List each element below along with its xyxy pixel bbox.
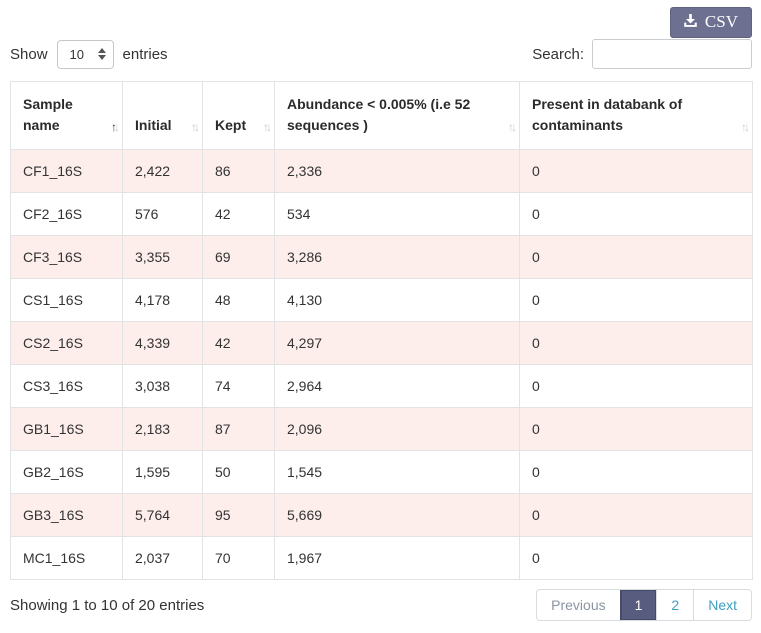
cell: 3,038 (122, 364, 203, 408)
length-menu: Show 10 entries (10, 39, 168, 69)
table-row: CF2_16S 576 42 534 0 (10, 192, 753, 236)
cell: 5,669 (274, 493, 520, 537)
table-info: Showing 1 to 10 of 20 entries (10, 596, 205, 614)
page-button-2[interactable]: 2 (656, 590, 693, 620)
column-header-5[interactable]: Present in databank of contaminants ↑↓ (519, 81, 753, 150)
table-row: GB2_16S 1,595 50 1,545 0 (10, 450, 753, 494)
search-control: Search: (532, 39, 752, 69)
csv-button-label: CSV (704, 12, 738, 31)
table-row: CF3_16S 3,355 69 3,286 0 (10, 235, 753, 279)
select-spinner-icon (97, 48, 106, 60)
search-label: Search: (532, 45, 584, 63)
sort-arrows-icon: ↑↓ (111, 120, 120, 134)
cell: CF2_16S (10, 192, 123, 236)
export-toolbar: CSV (10, 7, 752, 38)
table-footer: Showing 1 to 10 of 20 entries Previous 1… (10, 589, 752, 621)
cell: 0 (519, 450, 753, 494)
page-button-1[interactable]: 1 (619, 590, 657, 620)
cell: 0 (519, 536, 753, 580)
cell: CF3_16S (10, 235, 123, 279)
column-header-3[interactable]: Kept ↑↓ (202, 81, 275, 150)
cell: 4,178 (122, 278, 203, 322)
table-row: CS1_16S 4,178 48 4,130 0 (10, 278, 753, 322)
column-label: Kept (215, 117, 247, 133)
entries-label: entries (122, 45, 168, 63)
show-label: Show (10, 45, 48, 63)
cell: 2,183 (122, 407, 203, 451)
cell: 3,355 (122, 235, 203, 279)
table-row: GB1_16S 2,183 87 2,096 0 (10, 407, 753, 451)
cell: 0 (519, 493, 753, 537)
table-row: GB3_16S 5,764 95 5,669 0 (10, 493, 753, 537)
cell: 2,336 (274, 149, 520, 193)
cell: 42 (202, 192, 275, 236)
cell: CS2_16S (10, 321, 123, 365)
cell: 4,297 (274, 321, 520, 365)
cell: 0 (519, 364, 753, 408)
column-label: Present in databank of contaminants (532, 96, 683, 133)
sort-arrows-icon: ↑↓ (263, 120, 272, 134)
cell: CS3_16S (10, 364, 123, 408)
cell: 0 (519, 407, 753, 451)
csv-export-button[interactable]: CSV (669, 7, 752, 38)
cell: 4,130 (274, 278, 520, 322)
column-label: Sample name (23, 96, 73, 133)
data-table: Sample name ↑↓ Initial ↑↓ Kept ↑↓ Abundance < … (10, 81, 753, 580)
cell: 4,339 (122, 321, 203, 365)
cell: GB2_16S (10, 450, 123, 494)
cell: 2,037 (122, 536, 203, 580)
column-header-1[interactable]: Sample name ↑↓ (10, 81, 123, 150)
table-header-row: Sample name ↑↓ Initial ↑↓ Kept ↑↓ Abundance < … (10, 81, 753, 150)
download-icon (683, 13, 698, 31)
cell: 42 (202, 321, 275, 365)
cell: 69 (202, 235, 275, 279)
cell: CS1_16S (10, 278, 123, 322)
cell: 0 (519, 321, 753, 365)
table-body: CF1_16S 2,422 86 2,336 0 CF2_16S 576 42 534 0 CF3_… (10, 149, 753, 580)
cell: 1,967 (274, 536, 520, 580)
table-row: MC1_16S 2,037 70 1,967 0 (10, 536, 753, 580)
table-row: CF1_16S 2,422 86 2,336 0 (10, 149, 753, 193)
column-label: Abundance < 0.005% (i.e 52 sequences ) (287, 96, 471, 133)
cell: 0 (519, 149, 753, 193)
cell: 5,764 (122, 493, 203, 537)
column-header-2[interactable]: Initial ↑↓ (122, 81, 203, 150)
cell: 87 (202, 407, 275, 451)
table-controls: Show 10 entries Search: (10, 39, 752, 69)
cell: 70 (202, 536, 275, 580)
cell: 1,595 (122, 450, 203, 494)
search-input[interactable] (592, 39, 752, 69)
next-page-button[interactable]: Next (693, 590, 751, 620)
cell: 74 (202, 364, 275, 408)
cell: 1,545 (274, 450, 520, 494)
column-header-4[interactable]: Abundance < 0.005% (i.e 52 sequences ) ↑↓ (274, 81, 520, 150)
cell: 50 (202, 450, 275, 494)
sort-arrows-icon: ↑↓ (191, 120, 200, 134)
cell: MC1_16S (10, 536, 123, 580)
cell: 2,422 (122, 149, 203, 193)
table-row: CS3_16S 3,038 74 2,964 0 (10, 364, 753, 408)
cell: GB3_16S (10, 493, 123, 537)
cell: 48 (202, 278, 275, 322)
cell: CF1_16S (10, 149, 123, 193)
sort-arrows-icon: ↑↓ (741, 120, 750, 134)
page-length-select[interactable]: 10 (56, 39, 114, 69)
cell: 86 (202, 149, 275, 193)
cell: 0 (519, 235, 753, 279)
cell: 576 (122, 192, 203, 236)
table-row: CS2_16S 4,339 42 4,297 0 (10, 321, 753, 365)
cell: 2,096 (274, 407, 520, 451)
cell: 0 (519, 192, 753, 236)
cell: 2,964 (274, 364, 520, 408)
cell: 0 (519, 278, 753, 322)
sort-arrows-icon: ↑↓ (508, 120, 517, 134)
cell: 3,286 (274, 235, 520, 279)
page-length-value: 10 (69, 46, 84, 62)
previous-page-button[interactable]: Previous (551, 597, 606, 613)
cell: 95 (202, 493, 275, 537)
cell: GB1_16S (10, 407, 123, 451)
column-label: Initial (135, 117, 172, 133)
cell: 534 (274, 192, 520, 236)
